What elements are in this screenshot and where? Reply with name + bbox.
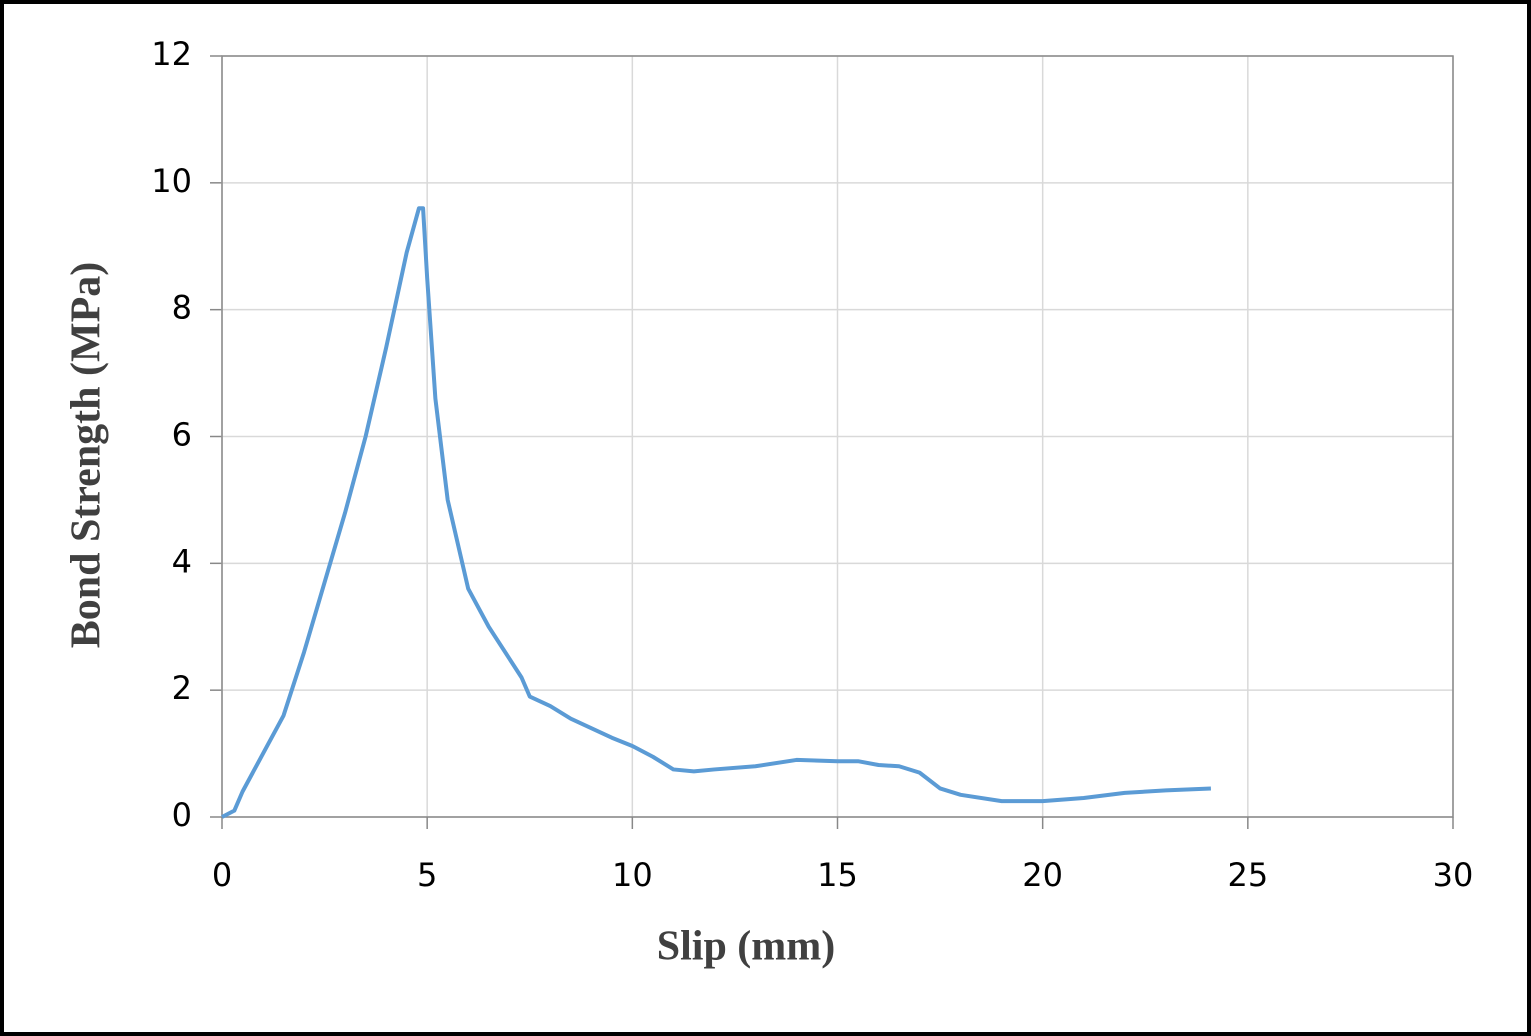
y-tick-label: 6: [172, 416, 192, 454]
y-tick-label: 0: [172, 796, 192, 834]
x-tick-label: 15: [817, 856, 858, 894]
x-tick-label: 0: [212, 856, 232, 894]
plot-border: [221, 55, 1454, 818]
x-tick-label: 10: [612, 856, 653, 894]
y-axis-title: Bond Strength (MPa): [64, 262, 110, 649]
y-tick-label: 10: [151, 162, 192, 200]
y-tick-label: 12: [151, 35, 192, 73]
x-tick-label: 30: [1433, 856, 1474, 894]
x-tick-label: 5: [417, 856, 437, 894]
data-line: [221, 206, 1211, 819]
y-tick-label: 4: [172, 542, 192, 580]
x-tick-label: 25: [1227, 856, 1268, 894]
y-tick-label: 8: [172, 289, 192, 327]
x-axis-title: Slip (mm): [657, 924, 836, 970]
x-tick-label: 20: [1022, 856, 1063, 894]
y-tick-label: 2: [172, 669, 192, 707]
